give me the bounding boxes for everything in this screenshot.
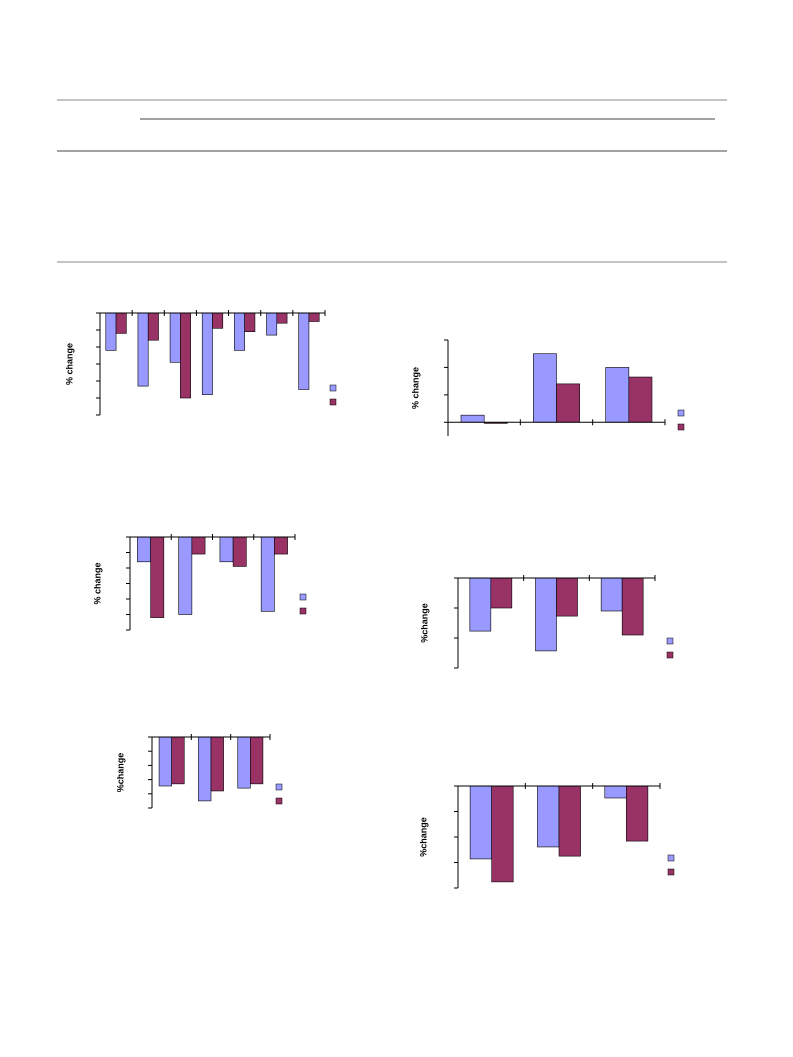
bar [274,536,288,555]
bar [137,536,151,563]
bar [178,536,193,615]
legend-swatch [275,797,283,805]
legend-swatch [299,593,307,601]
bar [298,312,310,390]
legend-swatch [275,783,283,791]
legend-swatch [299,607,307,615]
legend-swatch [667,868,675,876]
bar [147,312,159,341]
bar [198,736,212,802]
legend-swatch [677,409,685,417]
bar [237,736,251,789]
bar [266,312,278,336]
bar [469,577,492,632]
bar [628,376,653,423]
bar [169,312,181,363]
bar [604,785,627,799]
bar [260,536,275,612]
bar [219,536,234,563]
bar [276,312,288,324]
bar [621,577,644,636]
bar [158,736,172,787]
bar [308,312,320,322]
y-axis-label: % change [410,367,420,409]
legend-swatch [329,384,337,392]
bar [556,577,578,617]
bar [171,736,185,785]
y-axis-label: % change [92,562,102,604]
legend-swatch [666,637,674,645]
bar [460,414,485,423]
legend-swatch [667,854,675,862]
bar [556,383,580,423]
y-axis-label: %change [115,753,125,793]
bar [535,577,557,652]
bar [180,312,191,399]
bar [105,312,117,351]
bar [605,367,630,423]
bar [491,785,514,883]
bar [234,312,245,351]
legend-swatch [666,651,674,659]
bar [600,577,623,612]
bar [537,785,560,848]
y-axis-label: %change [418,817,428,857]
y-axis-label: %change [419,603,429,643]
bar [210,736,224,792]
bar [626,785,649,842]
bar [244,312,256,333]
bar [115,312,127,334]
bar [212,312,224,329]
bar [469,785,492,860]
bar [150,536,165,618]
bar [191,536,206,555]
bar [232,536,247,567]
bar [137,312,149,387]
bar [558,785,581,857]
bar [201,312,213,395]
y-axis-label: % change [64,343,74,385]
bar [490,577,513,609]
legend-swatch [677,423,685,431]
bar [250,736,264,785]
legend-swatch [329,398,337,406]
bar [533,353,557,423]
